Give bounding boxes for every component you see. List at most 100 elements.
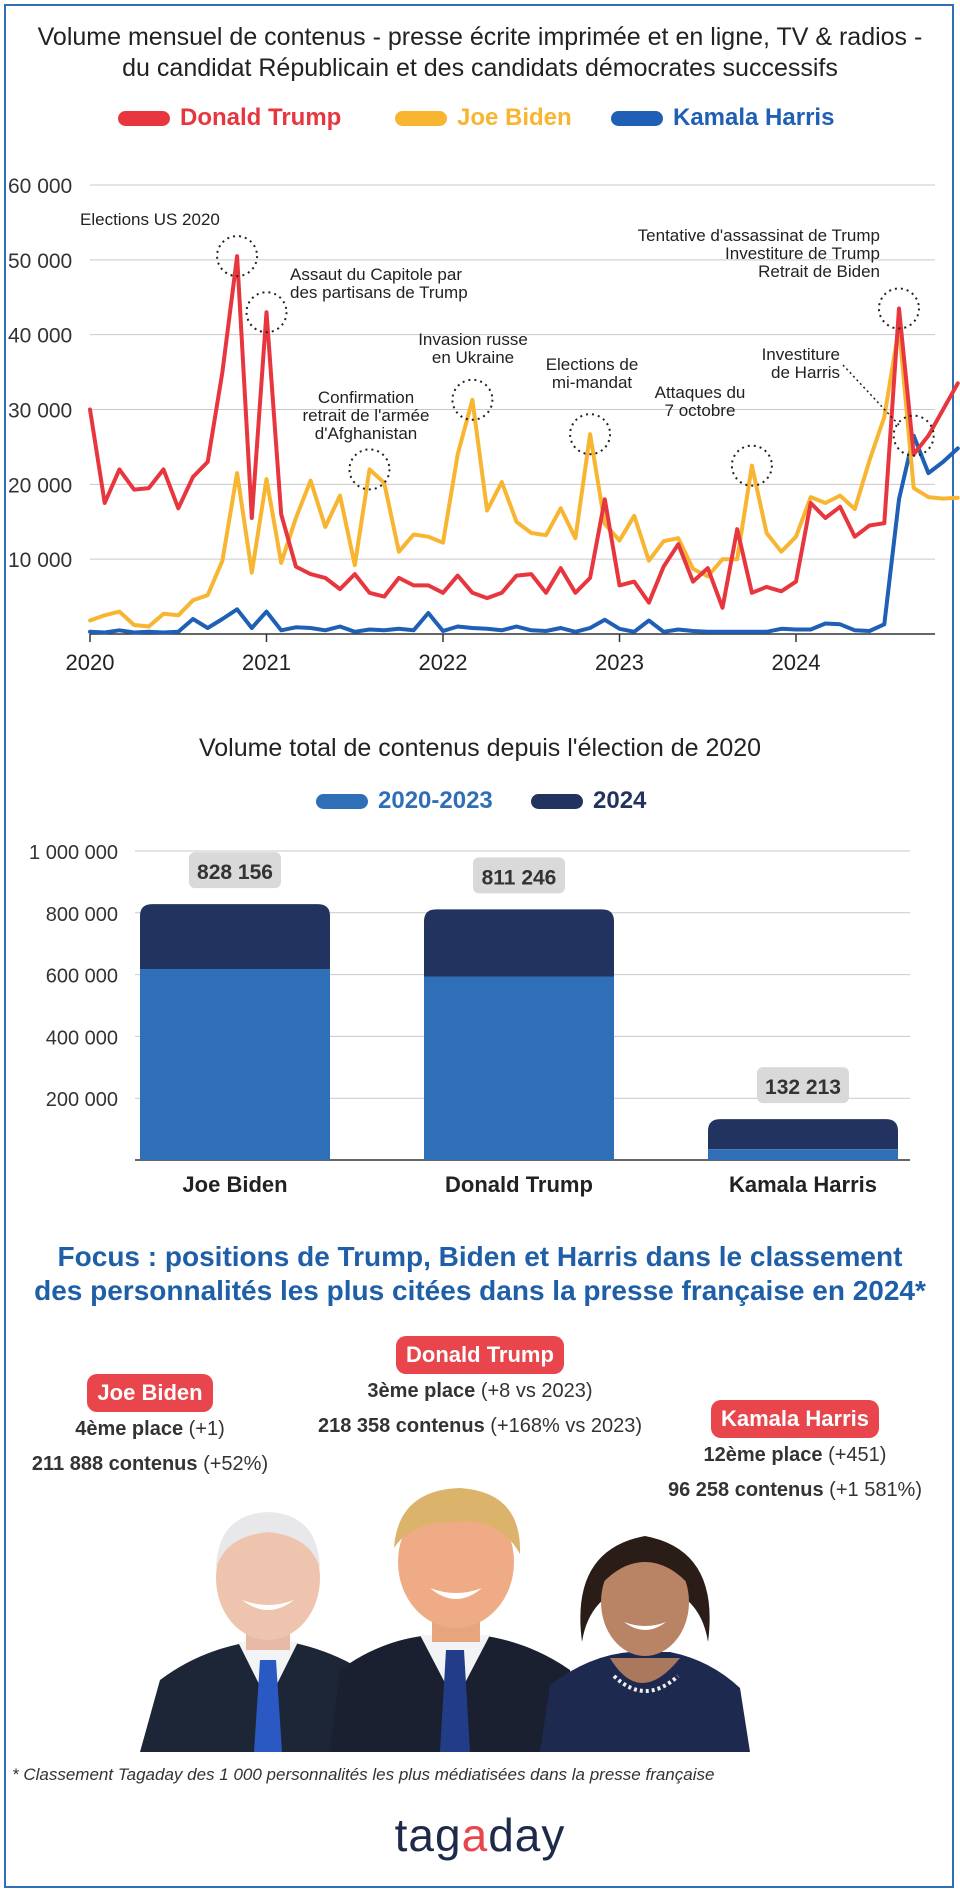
annotation-circle <box>730 444 773 487</box>
x-tick-label: 2021 <box>242 650 291 675</box>
card-trump: Donald Trump 3ème place (+8 vs 2023) 218… <box>290 1336 670 1444</box>
annotation-line: Elections US 2020 <box>80 210 220 229</box>
contents-biden: 211 888 contenus <box>31 1453 198 1475</box>
legend-swatch-2020-2023 <box>316 793 368 809</box>
annotation-line: Retrait de Biden <box>758 262 880 281</box>
chart1-legend: Donald Trump Joe Biden Kamala Harris <box>0 104 960 138</box>
chart2-title: Volume total de contenus depuis l'électi… <box>198 734 762 762</box>
annotation-circle <box>569 413 612 456</box>
legend-swatch-2024 <box>531 793 583 809</box>
contents-delta-biden: (+52%) <box>203 1453 269 1475</box>
bar-segment-2024 <box>708 1119 898 1150</box>
annotation-line: Investiture <box>762 345 840 364</box>
annotation-midterm: Elections de mi-mandat <box>546 355 639 392</box>
annotation-line: de Harris <box>771 363 840 382</box>
annotation-harris: Investiture de Harris <box>762 345 840 382</box>
annotation-elections: Elections US 2020 <box>80 210 220 229</box>
y-tick-label: 400 000 <box>46 1027 118 1049</box>
badge-trump: Donald Trump <box>396 1336 564 1374</box>
bar-segment-2020-2023 <box>708 1149 898 1160</box>
tagaday-logo: tagaday <box>394 1809 566 1861</box>
annotation-line: 7 octobre <box>665 401 736 420</box>
portrait-trump <box>330 1488 580 1752</box>
annotation-line: retrait de l'armée <box>302 406 429 425</box>
total-label: 828 156 <box>197 861 273 884</box>
y-tick-label: 200 000 <box>46 1089 118 1111</box>
annotation-circle <box>348 448 391 491</box>
annotation-connector <box>842 364 901 427</box>
annotation-line: Attaques du <box>655 383 746 402</box>
annotation-line: des partisans de Trump <box>290 283 468 302</box>
bar-segment-2024 <box>424 909 614 977</box>
legend-period-2020-2023: 2020-2023 <box>316 787 493 815</box>
bar-chart: 200 000 400 000 600 000 800 000 1 000 000 828… <box>29 842 910 1197</box>
annotation-line: d'Afghanistan <box>315 424 418 443</box>
portraits <box>140 1488 750 1752</box>
x-tick-label: 2022 <box>419 650 468 675</box>
series-line-donald-trump <box>88 254 960 610</box>
series-line-joe-biden <box>88 325 960 629</box>
legend-label-harris: Kamala Harris <box>673 104 835 131</box>
annotation-line: Investiture de Trump <box>725 244 880 263</box>
bar-segment-2020-2023 <box>140 969 330 1160</box>
badge-harris: Kamala Harris <box>711 1400 879 1438</box>
category-label: Kamala Harris <box>729 1172 877 1197</box>
y-tick-label: 800 000 <box>46 904 118 926</box>
y-tick-label: 600 000 <box>46 966 118 988</box>
legend-harris: Kamala Harris <box>611 104 834 132</box>
contents-delta-trump: (+168% vs 2023) <box>490 1415 643 1437</box>
annotation-circle <box>451 378 494 421</box>
line-chart: 10 000 20 000 30 000 40 000 50 000 60 000 2020… <box>8 175 960 675</box>
legend-swatch-trump <box>118 110 170 126</box>
annotation-line: Confirmation <box>318 388 414 407</box>
x-tick-label: 2024 <box>772 650 821 675</box>
annotation-assassinat: Tentative d'assassinat de Trump Investitu… <box>638 226 880 281</box>
annotation-line: Elections de <box>546 355 639 374</box>
badge-biden: Joe Biden <box>87 1374 213 1412</box>
portrait-biden <box>140 1512 395 1752</box>
y-tick-label: 40 000 <box>8 325 72 348</box>
legend-period-2024: 2024 <box>531 787 646 815</box>
x-tick-label: 2020 <box>66 650 115 675</box>
footnote: * Classement Tagaday des 1 000 personnal… <box>12 1765 715 1784</box>
annotation-circle <box>216 235 259 278</box>
page-frame <box>4 4 954 1888</box>
legend-swatch-harris <box>611 110 663 126</box>
legend-label-2024: 2024 <box>593 787 647 814</box>
total-label-box <box>473 857 565 894</box>
chart1-title: Volume mensuel de contenus - presse écri… <box>37 23 923 82</box>
contents-harris: 96 258 contenus <box>667 1479 824 1501</box>
chart2-legend: 2020-2023 2024 <box>0 787 960 819</box>
rank-delta-harris: (+451) <box>828 1444 887 1466</box>
y-tick-label: 30 000 <box>8 400 72 423</box>
category-label: Joe Biden <box>182 1172 287 1197</box>
total-label: 132 213 <box>765 1076 841 1099</box>
contents-delta-harris: (+1 581%) <box>829 1479 923 1501</box>
legend-trump: Donald Trump <box>118 104 341 132</box>
focus-title: Focus : positions de Trump, Biden et Har… <box>34 1241 926 1306</box>
legend-label-trump: Donald Trump <box>180 104 342 131</box>
annotation-october: Attaques du 7 octobre <box>655 383 746 420</box>
series-line-kamala-harris <box>88 433 960 635</box>
annotation-line: Invasion russe <box>418 330 528 349</box>
y-tick-label: 50 000 <box>8 250 72 273</box>
rank-delta-trump: (+8 vs 2023) <box>480 1380 593 1402</box>
x-tick-label: 2023 <box>595 650 644 675</box>
legend-label-2020-2023: 2020-2023 <box>378 787 493 814</box>
rank-harris: 12ème place <box>703 1444 823 1466</box>
annotation-circle <box>892 414 935 457</box>
annotation-line: Assaut du Capitole par <box>290 265 462 284</box>
annotation-circle <box>245 291 288 334</box>
category-label: Donald Trump <box>445 1172 593 1197</box>
total-label: 811 246 <box>482 866 557 889</box>
legend-swatch-biden <box>395 110 447 126</box>
annotation-afghan: Confirmation retrait de l'armée d'Afghanis… <box>302 388 429 443</box>
bar-segment-2024 <box>140 904 330 970</box>
bar-segment-2020-2023 <box>424 976 614 1160</box>
annotation-line: Tentative d'assassinat de Trump <box>638 226 880 245</box>
y-tick-label: 1 000 000 <box>29 842 118 864</box>
rank-biden: 4ème place <box>75 1418 184 1440</box>
annotation-line: mi-mandat <box>552 373 633 392</box>
contents-trump: 218 358 contenus <box>317 1415 485 1437</box>
portrait-harris <box>540 1536 750 1752</box>
